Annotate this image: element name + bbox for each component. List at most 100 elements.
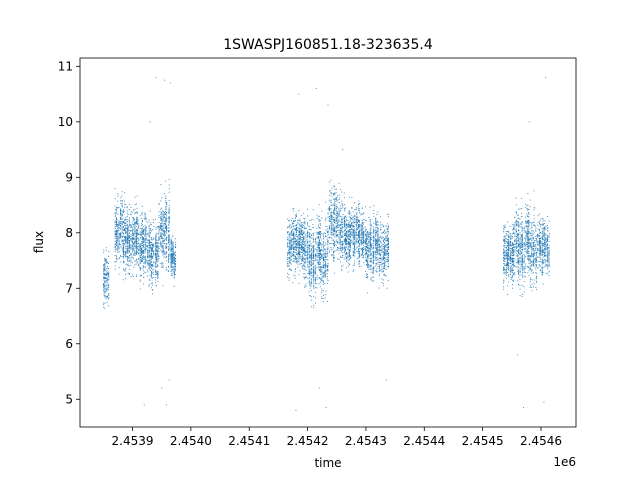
data-point	[158, 255, 160, 257]
data-point	[333, 216, 335, 218]
data-point	[119, 217, 121, 219]
data-point	[335, 225, 337, 227]
data-point	[148, 243, 150, 245]
data-point	[126, 250, 128, 252]
data-point	[121, 226, 123, 228]
data-point	[317, 244, 319, 246]
data-point	[358, 209, 360, 211]
data-point	[145, 245, 147, 247]
data-point	[297, 258, 299, 260]
data-point	[121, 213, 123, 215]
data-point	[103, 276, 105, 278]
data-point	[128, 237, 130, 239]
data-point	[126, 221, 128, 223]
data-point	[365, 230, 367, 232]
data-point	[328, 181, 330, 183]
data-point	[361, 250, 363, 252]
data-point	[308, 246, 310, 248]
data-point	[171, 241, 173, 243]
data-point	[315, 277, 317, 279]
data-point	[132, 223, 134, 225]
data-point	[118, 226, 120, 228]
data-point	[136, 222, 138, 224]
data-point	[321, 279, 323, 281]
data-point	[168, 243, 170, 245]
data-point	[316, 249, 318, 251]
data-point	[145, 259, 147, 261]
data-point	[144, 212, 146, 214]
data-point	[335, 205, 337, 207]
data-point	[125, 251, 127, 253]
data-point	[342, 224, 344, 226]
data-point	[114, 240, 116, 242]
data-point	[139, 259, 141, 261]
data-point	[298, 238, 300, 240]
data-point	[175, 245, 177, 247]
data-point	[298, 230, 300, 232]
data-point	[347, 230, 349, 232]
data-point	[141, 237, 143, 239]
data-point	[312, 245, 314, 247]
data-point	[105, 258, 107, 260]
data-point	[293, 219, 295, 221]
data-point	[157, 274, 159, 276]
data-point	[161, 229, 163, 231]
data-point	[108, 251, 110, 253]
data-point	[149, 232, 151, 234]
data-point	[369, 247, 371, 249]
data-point	[128, 260, 130, 262]
data-point	[103, 284, 105, 286]
data-point	[123, 236, 125, 238]
data-point	[142, 252, 144, 254]
data-point	[344, 226, 346, 228]
data-point	[133, 232, 135, 234]
data-point	[306, 246, 308, 248]
data-point	[136, 242, 138, 244]
data-point	[321, 266, 323, 268]
data-point	[136, 219, 138, 221]
data-point	[162, 248, 164, 250]
data-point	[157, 261, 159, 263]
data-point	[373, 253, 375, 255]
data-point	[299, 251, 301, 253]
data-point	[153, 249, 155, 251]
data-point	[114, 221, 116, 223]
data-point	[364, 246, 366, 248]
data-point	[288, 273, 290, 275]
data-point	[322, 248, 324, 250]
data-point	[125, 273, 127, 275]
data-point	[133, 219, 135, 221]
data-point	[328, 237, 330, 239]
data-point	[369, 236, 371, 238]
data-point	[350, 226, 352, 228]
data-point	[301, 239, 303, 241]
data-point	[123, 220, 125, 222]
data-point	[327, 241, 329, 243]
data-point	[344, 218, 346, 220]
data-point	[124, 206, 126, 208]
data-point	[163, 224, 165, 226]
data-point	[289, 261, 291, 263]
data-point	[298, 234, 300, 236]
data-point	[322, 234, 324, 236]
data-point	[294, 261, 296, 263]
data-point	[369, 224, 371, 226]
data-point	[288, 252, 290, 254]
data-point	[114, 220, 116, 222]
data-point	[167, 258, 169, 260]
data-point	[163, 243, 165, 245]
data-point	[148, 244, 150, 246]
data-point	[355, 207, 357, 209]
data-point	[103, 251, 105, 253]
data-point	[370, 249, 372, 251]
data-point	[136, 262, 138, 264]
data-point	[349, 243, 351, 245]
data-point	[306, 253, 308, 255]
data-point	[319, 266, 321, 268]
data-point	[308, 266, 310, 267]
data-point	[170, 274, 172, 276]
data-point	[376, 213, 378, 215]
data-point	[291, 231, 293, 233]
data-point	[327, 237, 329, 239]
data-point	[124, 236, 126, 238]
